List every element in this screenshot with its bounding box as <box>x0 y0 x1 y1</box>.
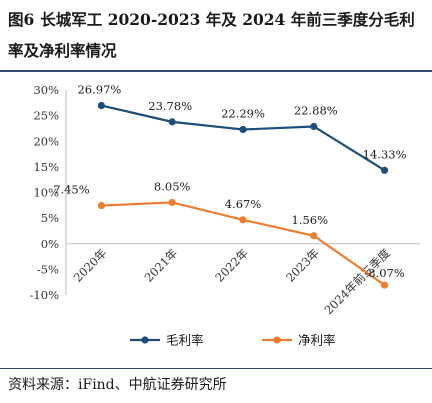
y-tick-label: 25% <box>33 109 59 123</box>
data-label: 22.88% <box>294 103 338 117</box>
data-label: 8.05% <box>154 179 191 193</box>
y-tick-label: -10% <box>30 288 60 302</box>
data-label: 14.33% <box>363 147 407 161</box>
x-tick-label: 2024年前三季度 <box>321 246 393 318</box>
data-label: 22.29% <box>221 107 265 121</box>
data-point <box>168 198 176 207</box>
legend-marker-1 <box>273 336 281 344</box>
chart-title: 图6 长城军工 2020-2023 年及 2024 年前三季度分毛利率及净利率情况 <box>8 4 424 66</box>
data-label: 26.97% <box>77 83 121 97</box>
data-point <box>239 216 247 224</box>
data-point <box>168 118 176 126</box>
chart-legend: 毛利率 净利率 <box>130 333 336 348</box>
y-tick-label: 15% <box>33 160 59 174</box>
legend-label: 净利率 <box>298 333 336 348</box>
x-tick-label: 2022年 <box>212 246 251 285</box>
data-point <box>310 232 318 240</box>
data-label: 1.56% <box>292 213 329 227</box>
y-tick-label: 30% <box>33 83 59 97</box>
data-point <box>97 101 105 110</box>
x-tick-label: 2023年 <box>283 246 322 285</box>
data-label: -8.07% <box>364 266 404 280</box>
y-tick-label: 5% <box>41 211 59 225</box>
bottom-rule <box>0 368 432 369</box>
data-point <box>239 125 247 134</box>
data-label: 4.67% <box>225 197 262 211</box>
legend-label: 毛利率 <box>166 333 204 348</box>
series-layer: 26.97% 23.78% 22.29% 22.88% 14.33% 7.45% 8.05%… <box>53 83 407 289</box>
y-tick-label: -5% <box>37 262 59 276</box>
data-point <box>381 281 389 289</box>
data-point <box>381 166 389 174</box>
chart: -10% -5% 0% 5% 10% 15% 20% 25% 30% 2020年 2021年 2022… <box>30 83 420 348</box>
y-tick-label: 0% <box>41 237 59 251</box>
data-point <box>310 122 318 131</box>
top-rule <box>0 70 432 72</box>
y-tick-label: 10% <box>33 186 59 200</box>
title-text: 长城军工 2020-2023 年及 2024 年前三季度分毛利率及净利率情况 <box>8 10 415 60</box>
x-tick-label: 2020年 <box>71 246 110 285</box>
y-tick-label: 20% <box>33 134 59 148</box>
data-point <box>97 201 105 210</box>
x-tick-label: 2021年 <box>142 246 181 285</box>
data-label: 23.78% <box>148 99 192 113</box>
data-label: 7.45% <box>53 183 90 197</box>
figure-label: 图6 <box>8 10 35 29</box>
source-note: 资料来源：iFind、中航证券研究所 <box>8 377 227 393</box>
legend-marker-0 <box>141 336 149 344</box>
